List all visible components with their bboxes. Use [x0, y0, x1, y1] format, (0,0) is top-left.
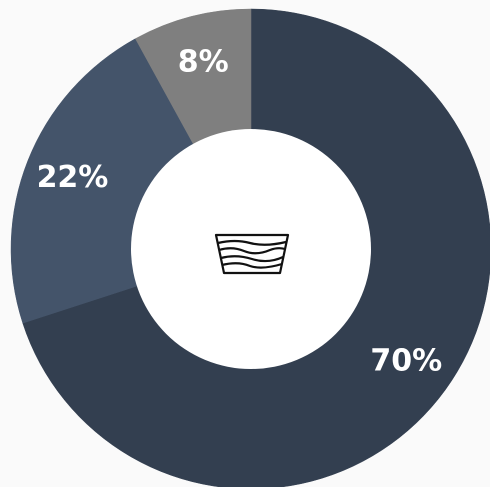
donut-hole — [131, 129, 371, 369]
value-label: 22% — [37, 160, 109, 195]
value-label: 8% — [178, 45, 229, 80]
value-label: 70% — [370, 343, 442, 378]
center-icon — [214, 233, 290, 275]
labels: 70% 22% 8% — [37, 45, 443, 379]
